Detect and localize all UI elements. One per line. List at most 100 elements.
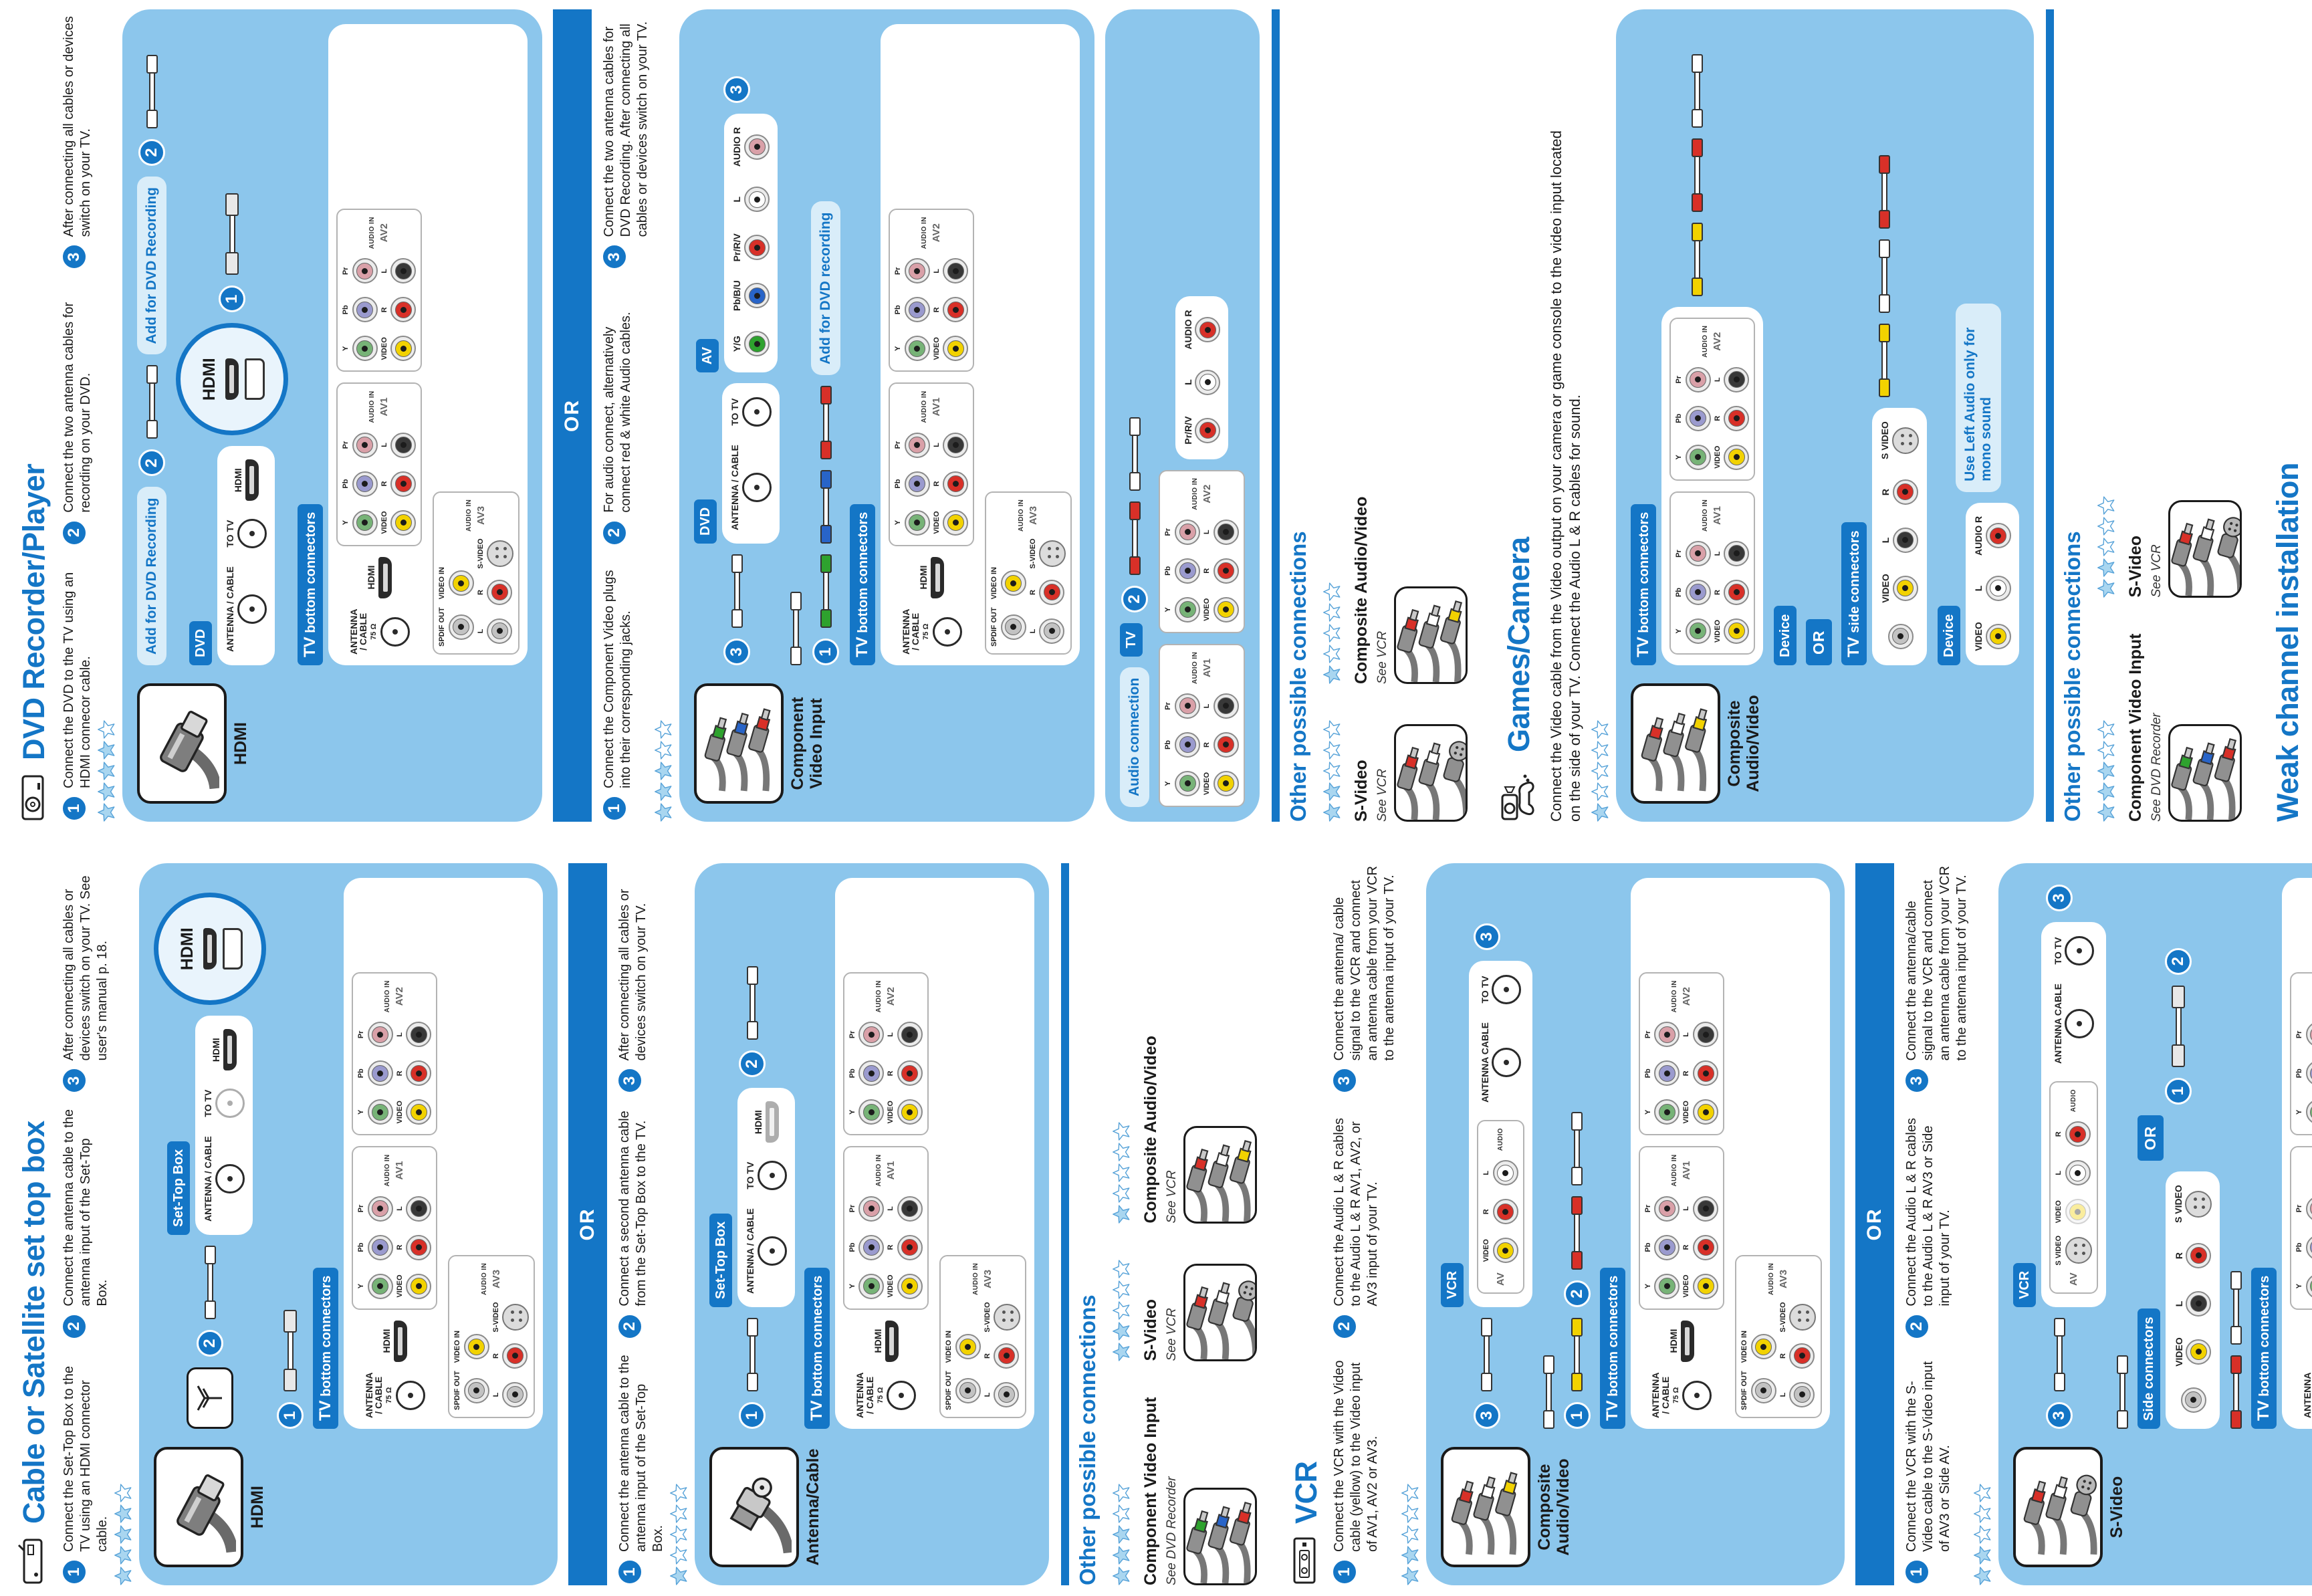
port-label: L bbox=[887, 1032, 895, 1037]
add-for-dvd-recording-callout: Add for DVD recording bbox=[811, 201, 841, 375]
connector-port: Pb bbox=[894, 469, 930, 499]
rca-hole bbox=[754, 196, 760, 203]
cable-plug bbox=[2230, 1410, 2242, 1429]
rca-ring bbox=[1497, 1164, 1514, 1181]
av-group-name: AV2 bbox=[394, 987, 406, 1006]
rca-hole bbox=[914, 267, 921, 274]
rca-cable bbox=[1571, 1318, 1583, 1391]
port-label: L bbox=[932, 443, 941, 447]
diag: TV bottom connectors Y Pb Pr VIDEO R L AUDIO IN… bbox=[1631, 24, 2019, 665]
rca-ring bbox=[468, 1338, 485, 1355]
port-label: Pr bbox=[342, 267, 350, 275]
port-label: R bbox=[380, 307, 388, 313]
tv-connectors-block: TV bottom connectors Y Pb Pr VIDEO R L AUDIO IN… bbox=[1631, 306, 1764, 665]
port-label: Pr bbox=[1164, 702, 1173, 710]
connector-port: S VIDEO bbox=[1879, 421, 1919, 459]
port-label: HDMI bbox=[918, 565, 929, 590]
rca-port-pink bbox=[1175, 519, 1201, 545]
port-label: VIDEO bbox=[2055, 1200, 2063, 1224]
av-label: AV bbox=[1495, 1272, 1507, 1286]
av-row: SPDIF OUT VIDEO IN bbox=[1740, 1302, 1776, 1410]
vcr-av-box: AV S VIDEO VIDEO L R AUDIO bbox=[2049, 1081, 2098, 1294]
connector-port: L bbox=[1973, 573, 2011, 604]
rca-port-green bbox=[1175, 596, 1201, 622]
step-text: Connect the DVD to the TV using an HDMI … bbox=[62, 572, 93, 788]
connector-port: HDMI bbox=[873, 1320, 899, 1362]
difficulty-rating bbox=[97, 9, 116, 822]
rca-hole bbox=[1003, 1353, 1010, 1359]
port-label: Pb bbox=[357, 1068, 365, 1078]
rca-hole bbox=[965, 1387, 971, 1394]
svideo-plugs-art bbox=[1186, 1280, 1258, 1359]
cable-photo-label: HDMI bbox=[248, 1486, 267, 1528]
rca-ring bbox=[2069, 1125, 2087, 1143]
star-filled-icon bbox=[655, 762, 672, 780]
port-label: Y bbox=[1675, 455, 1684, 460]
hdmi-port bbox=[1680, 1320, 1694, 1362]
composite-plugs-art bbox=[1397, 600, 1462, 682]
hdmi-port bbox=[931, 556, 945, 598]
connector-port: L bbox=[887, 1193, 923, 1224]
star-filled-icon bbox=[98, 803, 115, 822]
rca-ring bbox=[947, 514, 964, 532]
av-port-grid: Y Pb Pr VIDEO R L bbox=[1164, 691, 1239, 799]
or-divider: OR bbox=[1855, 863, 1895, 1585]
rca-port-gray bbox=[994, 1382, 1020, 1407]
rca-ring bbox=[998, 1386, 1015, 1403]
star-filled-icon bbox=[655, 782, 672, 801]
add-for-dvd-recording-callout: Add for DVD Recording bbox=[137, 487, 167, 665]
connector-port: Pb bbox=[848, 1232, 885, 1263]
device-panel: ANTENNA / CABLE TO TV HDMI bbox=[737, 1088, 795, 1307]
rca-hole bbox=[1702, 1244, 1709, 1251]
connector-port: L bbox=[380, 255, 417, 286]
step-badge: 1 bbox=[739, 1402, 766, 1429]
av-group-name: AV2 bbox=[378, 223, 390, 243]
rca-port-dark bbox=[943, 258, 969, 284]
port-label: Pb bbox=[2295, 1242, 2304, 1252]
connector-port: Pr bbox=[1675, 364, 1711, 395]
connector-port: VIDEO bbox=[887, 1271, 923, 1302]
av-meta: AUDIO IN AV2 bbox=[368, 217, 390, 249]
star-empty-icon bbox=[1113, 1259, 1130, 1278]
rca-hole bbox=[415, 1206, 422, 1212]
cable-plug bbox=[1571, 1251, 1583, 1270]
rca-port-green bbox=[1654, 1099, 1680, 1125]
device-block: DVD ANTENNA / CABLE TO TV bbox=[694, 383, 780, 544]
cable-plug bbox=[204, 1246, 216, 1264]
star-empty-icon bbox=[1113, 1484, 1130, 1502]
cable-plug bbox=[2172, 985, 2186, 1008]
coax-cable bbox=[1481, 1318, 1493, 1391]
rca-ring bbox=[410, 1200, 427, 1218]
hdmi-port bbox=[393, 1320, 407, 1362]
port-label: Pb bbox=[357, 1242, 365, 1252]
step-badge: 2 bbox=[601, 519, 628, 546]
port-label: S-VIDEO bbox=[476, 538, 485, 569]
connection-label: S-Video bbox=[1351, 760, 1371, 822]
port-label: R bbox=[1203, 742, 1211, 748]
port-label: Y bbox=[2295, 1283, 2304, 1289]
av-group-name: AV2 bbox=[1712, 332, 1724, 351]
connector-port: Pb bbox=[2295, 1232, 2312, 1263]
star-empty-icon bbox=[1322, 720, 1341, 739]
section-weak-channel-installation: Weak channel installation Antenna recepti… bbox=[2271, 9, 2312, 822]
rca-hole bbox=[1702, 1206, 1709, 1212]
rca-port-violet bbox=[367, 1060, 393, 1087]
step-item: 1 Connect the Set-Top Box to the TV using… bbox=[61, 1355, 111, 1585]
rca-port-yellow bbox=[1213, 596, 1239, 622]
difficulty-rating bbox=[1322, 720, 1341, 822]
rca-port-red bbox=[1213, 732, 1239, 758]
difficulty-rating bbox=[654, 9, 673, 822]
rca-port-red bbox=[1039, 580, 1065, 605]
rca-hole bbox=[511, 1391, 518, 1398]
star-filled-icon bbox=[655, 803, 672, 822]
rca-port-green bbox=[2305, 1099, 2312, 1125]
step-badge: 1 bbox=[601, 795, 628, 822]
av-meta: AUDIO IN AV1 bbox=[368, 390, 390, 423]
port-label: Pr bbox=[1675, 550, 1684, 558]
av-meta: AUDIO IN AV3 bbox=[1018, 499, 1039, 532]
connector-port: VIDEO IN bbox=[945, 1331, 981, 1363]
port-label: L bbox=[1778, 1392, 1787, 1397]
port-label: SPDIF OUT bbox=[990, 607, 999, 647]
connector-port: R bbox=[1714, 403, 1750, 434]
